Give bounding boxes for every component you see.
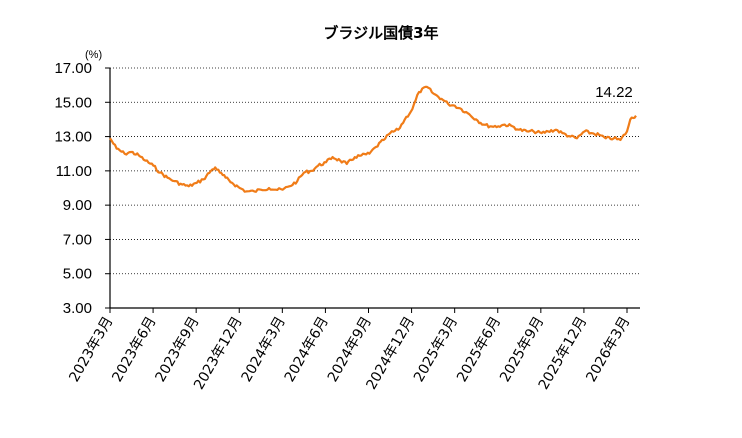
y-axis-ticks: 3.00 5.00 7.00 9.00 11.00 13.00 15.00 17.00 bbox=[54, 60, 110, 317]
y-tick-label: 15.00 bbox=[54, 94, 92, 111]
axes bbox=[109, 68, 640, 309]
series-line bbox=[109, 85, 637, 193]
x-tick-label: 2024年6月 bbox=[282, 314, 332, 385]
gridlines bbox=[110, 67, 640, 275]
y-unit-label: (%) bbox=[85, 49, 102, 61]
y-tick-label: 17.00 bbox=[54, 60, 92, 77]
x-tick-label: 2023年9月 bbox=[153, 314, 203, 385]
series-group bbox=[109, 85, 637, 193]
x-tick-label: 2025年3月 bbox=[411, 314, 461, 385]
x-tick-label: 2024年9月 bbox=[325, 314, 375, 385]
x-axis-ticks: 2023年3月2023年6月2023年9月2023年12月2024年3月2024… bbox=[66, 308, 633, 393]
end-value-label: 14.22 bbox=[595, 84, 633, 101]
x-tick-label: 2023年3月 bbox=[66, 314, 116, 385]
x-tick-label: 2026年3月 bbox=[583, 314, 633, 385]
y-tick-label: 13.00 bbox=[54, 129, 92, 146]
x-tick-label: 2025年6月 bbox=[454, 314, 504, 385]
chart-title: ブラジル国債3年 bbox=[323, 24, 438, 42]
y-tick-label: 3.00 bbox=[63, 300, 92, 317]
y-tick-label: 5.00 bbox=[63, 266, 92, 283]
y-tick-label: 9.00 bbox=[63, 197, 92, 214]
y-tick-label: 7.00 bbox=[63, 231, 92, 248]
x-tick-label: 2023年6月 bbox=[109, 314, 159, 385]
x-tick-label: 2024年3月 bbox=[239, 314, 289, 385]
x-tick-label: 2025年9月 bbox=[497, 314, 547, 385]
y-tick-label: 11.00 bbox=[56, 163, 92, 180]
